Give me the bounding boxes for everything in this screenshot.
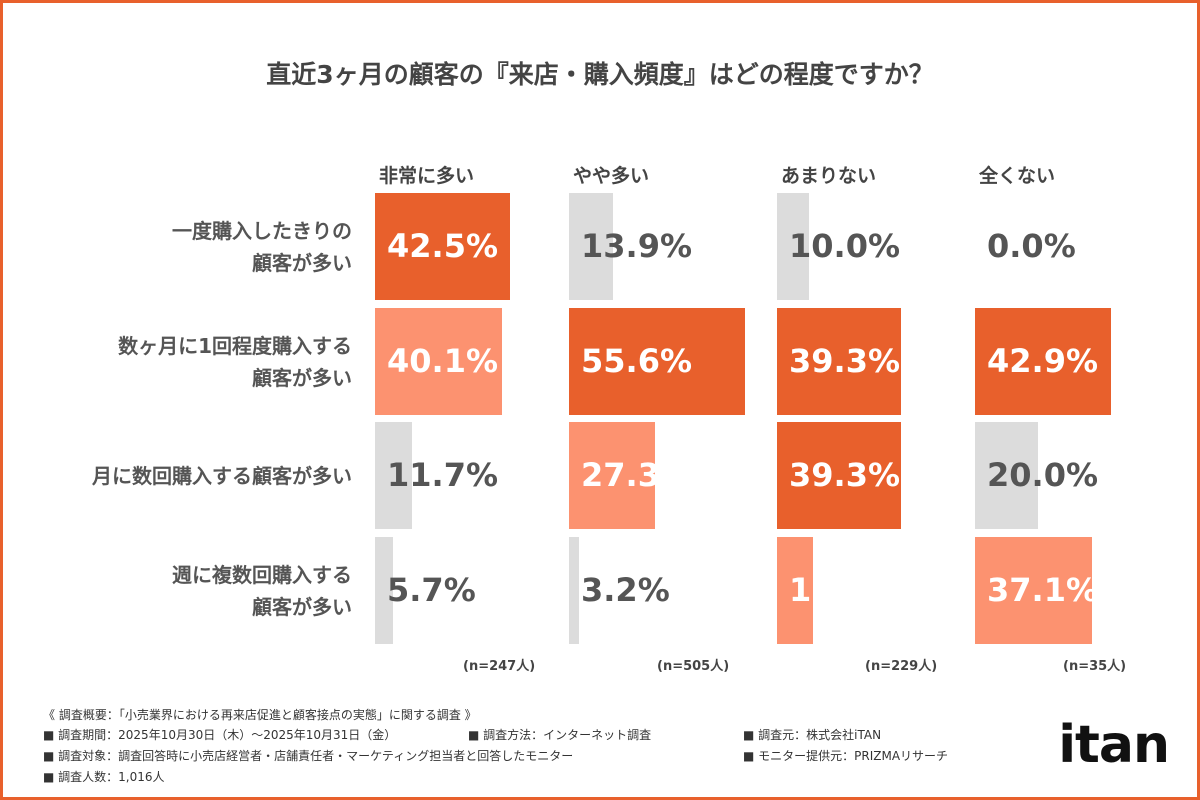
value-label: 20.0% <box>987 456 1099 494</box>
value-label: 37.1% <box>987 571 1099 609</box>
n-label: (n=247人) <box>463 659 536 674</box>
row-label: 月に数回購入する顧客が多い <box>92 463 352 488</box>
value-label: 3.2% <box>581 571 670 609</box>
column-header: 非常に多い <box>379 165 475 187</box>
bar <box>569 422 656 529</box>
footnote: 《 調査概要：「小売業界における再来店促進と顧客接点の実態」に関する調査 》 <box>43 708 477 722</box>
column-header: 全くない <box>979 165 1056 187</box>
value-label: 27.3% <box>581 456 693 494</box>
row-label: 週に複数回購入する 顧客が多い <box>172 562 352 619</box>
value-label: 39.3% <box>789 456 901 494</box>
footnote: ■ モニター提供元：PRIZMAリサーチ <box>743 749 949 763</box>
value-label: 39.3% <box>789 342 901 380</box>
value-label: 40.1% <box>387 342 499 380</box>
bar <box>375 422 413 529</box>
footnote: ■ 調査人数：1,016人 <box>43 770 165 784</box>
value-label: 0.0% <box>987 227 1076 265</box>
column-header: やや多い <box>573 165 650 187</box>
n-label: (n=35人) <box>1063 659 1127 674</box>
bar <box>777 537 814 644</box>
chart-title: 直近3ヶ月の顧客の『来店・購入頻度』はどの程度ですか？ <box>266 60 934 89</box>
bar <box>777 308 902 415</box>
bar <box>375 537 394 644</box>
value-label: 55.6% <box>581 342 693 380</box>
row-label: 一度購入したきりの 顧客が多い <box>172 218 352 275</box>
footnote: ■ 調査期間：2025年10月30日（木）〜2025年10月31日（金） <box>43 728 397 742</box>
column-header: あまりない <box>781 165 877 187</box>
value-label: 11.7% <box>387 456 499 494</box>
value-label: 11.4% <box>789 571 901 609</box>
bar <box>975 537 1093 644</box>
bar <box>569 193 614 300</box>
row-label: 数ヶ月に1回程度購入する 顧客が多い <box>118 333 352 390</box>
bar <box>375 308 502 415</box>
value-label: 13.9% <box>581 227 693 265</box>
n-label: (n=229人) <box>865 659 938 674</box>
n-label: (n=505人) <box>657 659 730 674</box>
bar <box>777 422 902 529</box>
bar <box>975 422 1039 529</box>
footnote: ■ 調査対象：調査回答時に小売店経営者・店舗責任者・マーケティング担当者と回答し… <box>43 749 574 763</box>
value-label: 42.9% <box>987 342 1099 380</box>
footnote: ■ 調査元：株式会社iTAN <box>743 728 882 742</box>
value-label: 42.5% <box>387 227 499 265</box>
bar <box>569 308 746 415</box>
bar <box>975 308 1111 415</box>
value-label: 5.7% <box>387 571 476 609</box>
logo: itan <box>1058 715 1170 775</box>
bar <box>375 193 510 300</box>
bar <box>777 193 809 300</box>
bar <box>569 537 580 644</box>
footnote: ■ 調査方法：インターネット調査 <box>468 728 652 742</box>
value-label: 10.0% <box>789 227 901 265</box>
